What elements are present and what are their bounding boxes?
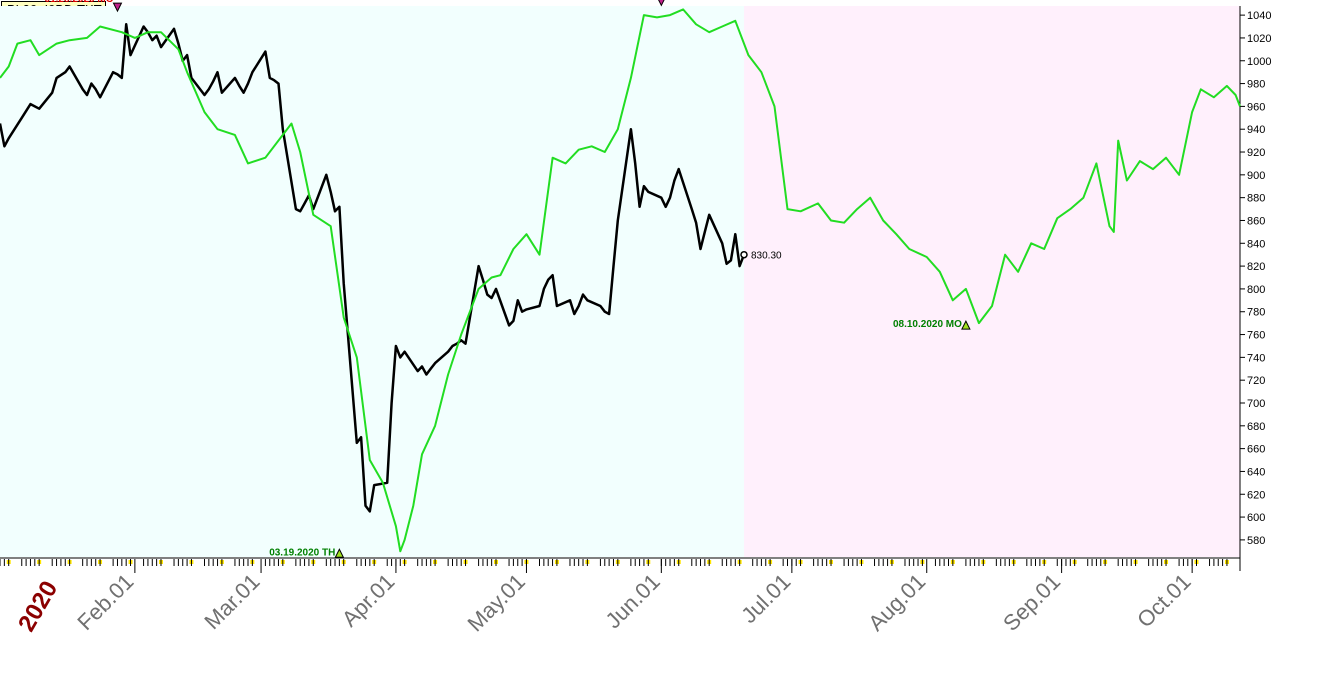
series-line-1 bbox=[0, 23, 746, 513]
y-tick-label: 620 bbox=[1247, 489, 1265, 501]
y-tick-label: 1000 bbox=[1247, 56, 1271, 68]
x-month-label: Mar.01 bbox=[199, 569, 264, 634]
x-year-label: 2020 bbox=[13, 577, 63, 637]
y-tick-label: 860 bbox=[1247, 215, 1265, 227]
y-tick-label: 800 bbox=[1247, 284, 1265, 296]
trough-marker bbox=[334, 548, 345, 558]
y-tick-label: 600 bbox=[1247, 512, 1265, 524]
background-region-1 bbox=[0, 6, 744, 557]
y-tick-label: 1020 bbox=[1247, 33, 1271, 45]
y-tick-label: 880 bbox=[1247, 193, 1265, 205]
y-tick-label: 940 bbox=[1247, 124, 1265, 136]
x-month-label: Feb.01 bbox=[72, 569, 138, 635]
y-tick-label: 960 bbox=[1247, 101, 1265, 113]
y-tick-label: 660 bbox=[1247, 444, 1265, 456]
y-tick-label: 900 bbox=[1247, 170, 1265, 182]
x-month-label: Oct.01 bbox=[1132, 569, 1196, 633]
x-month-label: Aug.01 bbox=[863, 569, 930, 636]
peak-marker bbox=[112, 2, 123, 13]
x-month-label: Jul.01 bbox=[736, 569, 795, 628]
y-tick-label: 740 bbox=[1247, 352, 1265, 364]
x-month-label: Sep.01 bbox=[998, 569, 1065, 636]
y-tick-label: 640 bbox=[1247, 466, 1265, 478]
last-value-dot bbox=[740, 250, 748, 259]
x-day-marker bbox=[0, 560, 2, 564]
y-tick-label: 820 bbox=[1247, 261, 1265, 273]
series-line-2 bbox=[0, 8, 1241, 553]
y-tick-label: 920 bbox=[1247, 147, 1265, 159]
x-month-label: May.01 bbox=[462, 569, 530, 637]
y-tick-label: 980 bbox=[1247, 79, 1265, 91]
y-tick-label: 680 bbox=[1247, 421, 1265, 433]
y-tick-label: 700 bbox=[1247, 398, 1265, 410]
trough-label: 03.19.2020 TH bbox=[269, 547, 335, 558]
last-value-label: 830.30 bbox=[751, 251, 782, 262]
trough-label: 08.10.2020 MO bbox=[893, 319, 962, 330]
y-tick-label: 1040 bbox=[1247, 10, 1271, 22]
y-tick-label: 580 bbox=[1247, 535, 1265, 547]
y-tick-label: 840 bbox=[1247, 238, 1265, 250]
y-tick-label: 720 bbox=[1247, 375, 1265, 387]
trough-marker bbox=[961, 320, 971, 330]
x-month-label: Apr.01 bbox=[337, 569, 400, 632]
y-tick-label: 780 bbox=[1247, 307, 1265, 319]
background-region-2 bbox=[744, 6, 1240, 557]
peak-marker bbox=[658, 0, 665, 7]
x-month-label: Jun.01 bbox=[600, 569, 664, 633]
peak-label: 01.28.2020 MO bbox=[45, 0, 114, 5]
y-tick-label: 760 bbox=[1247, 330, 1265, 342]
